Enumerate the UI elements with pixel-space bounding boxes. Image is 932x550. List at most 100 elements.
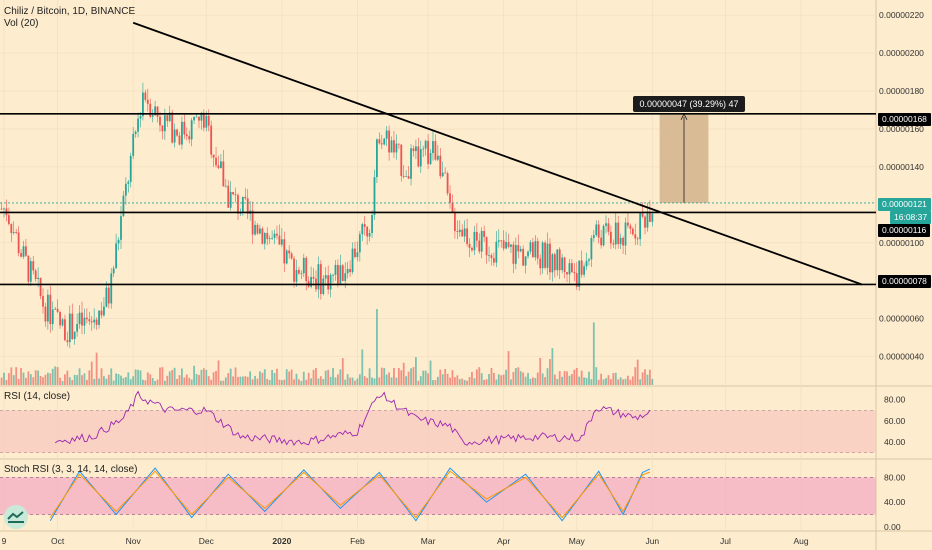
candle (88, 311, 91, 325)
volume-bar (597, 379, 600, 385)
volume-bar (344, 379, 347, 385)
candle (449, 185, 451, 209)
volume-bar (66, 370, 69, 385)
candle-body (217, 165, 220, 169)
volume-bar (220, 380, 222, 385)
candle (293, 256, 295, 288)
volume-bar (346, 374, 349, 385)
price-label-168: 0.00000168 (878, 113, 931, 126)
volume-bar (115, 373, 118, 385)
candle (246, 189, 249, 220)
candle (609, 225, 612, 249)
candle-body (556, 249, 559, 271)
y-tick-label: 0.00000180 (879, 86, 924, 96)
candle (222, 150, 225, 187)
volume-bar (17, 378, 20, 385)
candle (519, 245, 522, 253)
candle (434, 134, 437, 161)
candle (361, 222, 364, 241)
rsi-y-tick-label: 40.00 (884, 437, 906, 447)
candle-body (59, 311, 61, 326)
candle-body (561, 257, 564, 271)
volume-bar (522, 372, 525, 385)
candle-body (495, 241, 498, 263)
candle-body (376, 139, 378, 178)
candle-body (68, 313, 71, 343)
volume-bar (636, 359, 639, 385)
candle-body (514, 245, 517, 264)
candle-body (17, 232, 20, 254)
tradingview-logo[interactable] (4, 505, 28, 529)
volume-bar (85, 379, 88, 385)
candle-body (651, 213, 654, 222)
volume-bar (76, 375, 79, 385)
candle (390, 136, 393, 153)
candle (473, 225, 476, 256)
candle-body (534, 241, 537, 258)
volume-bar (22, 372, 25, 385)
candle-body (341, 265, 344, 281)
volume-bar (178, 375, 181, 385)
candle (634, 223, 637, 246)
volume-bar (609, 379, 612, 385)
candle (529, 240, 532, 255)
candle-body (171, 112, 174, 143)
y-tick-label: 0.00000100 (879, 238, 924, 248)
candle (558, 247, 561, 280)
candle-body (27, 255, 30, 282)
candle-body (205, 115, 208, 128)
volume-bar (549, 359, 551, 385)
candle-body (400, 144, 403, 177)
volume-bar (78, 368, 81, 385)
candle (561, 254, 564, 274)
candle (417, 137, 420, 168)
candle-body (132, 133, 135, 156)
candle-body (37, 277, 40, 280)
candle-body (351, 248, 354, 273)
x-tick-label: Aug (793, 536, 808, 546)
x-tick-label: Feb (350, 536, 365, 546)
candle-body (329, 275, 332, 290)
candle (485, 236, 488, 264)
candle-body (427, 140, 429, 165)
candle-body (451, 202, 454, 213)
candle (315, 270, 317, 292)
candle-body (173, 129, 176, 143)
candle (273, 229, 276, 245)
candle (478, 233, 481, 254)
candle-body (461, 229, 464, 237)
candle-body (429, 153, 432, 165)
candle (232, 191, 235, 196)
volume-bar (588, 371, 590, 385)
volume-bar (595, 367, 598, 385)
candle (22, 240, 25, 259)
candle (171, 109, 174, 144)
volume-bar (163, 380, 166, 385)
volume-bar (25, 377, 27, 385)
candle (15, 228, 18, 235)
candle-body (222, 161, 225, 187)
volume-bar (200, 369, 203, 385)
candle-body (163, 115, 166, 132)
volume-bar (210, 379, 213, 385)
candle-body (466, 228, 468, 244)
volume-bar (393, 367, 395, 385)
candle-body (529, 242, 532, 252)
volume-bar (263, 369, 266, 385)
candle (648, 200, 651, 223)
candle (441, 161, 444, 178)
volume-bar (412, 367, 415, 385)
candle (110, 268, 113, 309)
candle (324, 267, 327, 286)
volume-bar (578, 376, 581, 385)
volume-bar (400, 370, 403, 385)
candle (471, 246, 473, 253)
candle-body (507, 242, 510, 247)
candle (76, 313, 79, 337)
volume-bar (295, 373, 298, 385)
volume-bar (514, 368, 517, 385)
candle-body (415, 146, 417, 152)
volume-bar (327, 369, 330, 385)
candle-body (166, 115, 169, 121)
